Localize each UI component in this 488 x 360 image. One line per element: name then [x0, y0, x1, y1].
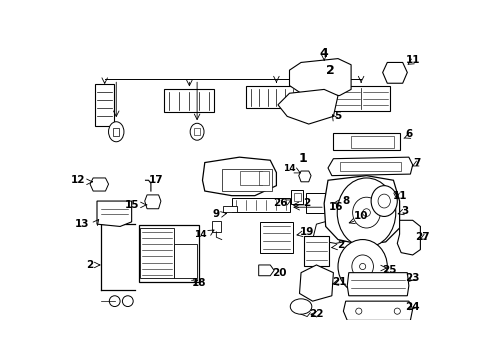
Polygon shape — [277, 89, 337, 124]
Text: 7: 7 — [412, 158, 419, 167]
Ellipse shape — [290, 299, 311, 314]
Bar — [304, 237, 328, 266]
Polygon shape — [289, 59, 350, 95]
Text: 12: 12 — [71, 175, 85, 185]
Text: 4: 4 — [319, 47, 328, 60]
Ellipse shape — [337, 178, 395, 247]
Ellipse shape — [351, 255, 373, 278]
Polygon shape — [202, 157, 276, 195]
Text: 8: 8 — [342, 196, 348, 206]
Bar — [232, 198, 289, 212]
Bar — [260, 222, 292, 253]
Bar — [259, 171, 268, 185]
Text: 14: 14 — [194, 230, 207, 239]
Text: 10: 10 — [353, 211, 367, 221]
Ellipse shape — [337, 239, 386, 293]
Bar — [331, 86, 389, 111]
Text: 11: 11 — [405, 55, 419, 65]
Text: 14: 14 — [283, 164, 295, 173]
Bar — [140, 228, 174, 278]
Ellipse shape — [355, 308, 361, 314]
Text: 2: 2 — [85, 260, 93, 270]
Text: 2: 2 — [325, 64, 334, 77]
Ellipse shape — [370, 186, 396, 216]
Text: 2: 2 — [303, 198, 310, 208]
Bar — [305, 193, 329, 213]
Polygon shape — [312, 219, 354, 243]
Text: 20: 20 — [272, 267, 286, 278]
Text: 17: 17 — [149, 175, 163, 185]
Polygon shape — [144, 195, 161, 209]
Text: 5: 5 — [334, 111, 341, 121]
Text: 19: 19 — [300, 227, 314, 237]
Bar — [194, 128, 200, 135]
Polygon shape — [346, 273, 408, 296]
Ellipse shape — [393, 308, 400, 314]
Polygon shape — [327, 157, 412, 176]
Bar — [240, 171, 261, 185]
Ellipse shape — [352, 197, 380, 228]
Ellipse shape — [108, 122, 123, 142]
Bar — [222, 170, 272, 191]
Polygon shape — [298, 171, 310, 182]
Text: 1: 1 — [298, 152, 307, 165]
Text: 23: 23 — [405, 273, 419, 283]
Bar — [339, 162, 400, 171]
Bar — [211, 221, 221, 232]
Bar — [174, 244, 197, 278]
Text: 6: 6 — [405, 129, 412, 139]
Text: 16: 16 — [328, 202, 342, 212]
Text: 2: 2 — [337, 240, 344, 250]
Polygon shape — [324, 176, 399, 245]
Ellipse shape — [377, 194, 389, 208]
Polygon shape — [299, 265, 333, 301]
Polygon shape — [396, 220, 420, 255]
Bar — [351, 136, 393, 148]
Polygon shape — [382, 62, 407, 83]
Ellipse shape — [359, 264, 365, 270]
Text: 26: 26 — [272, 198, 286, 208]
Text: 21: 21 — [332, 277, 346, 287]
Ellipse shape — [122, 296, 133, 306]
Ellipse shape — [190, 123, 203, 140]
Polygon shape — [97, 201, 131, 226]
Text: 18: 18 — [192, 278, 206, 288]
Bar — [223, 206, 237, 212]
Polygon shape — [343, 301, 412, 320]
Bar — [332, 133, 400, 150]
Text: 3: 3 — [401, 206, 408, 216]
Text: 22: 22 — [308, 309, 323, 319]
Text: 11: 11 — [391, 191, 406, 201]
Bar — [113, 128, 119, 136]
Bar — [291, 190, 303, 204]
Text: 27: 27 — [414, 232, 429, 242]
Bar — [164, 89, 214, 112]
Bar — [95, 84, 114, 126]
Polygon shape — [90, 178, 108, 191]
Text: 9: 9 — [212, 209, 220, 219]
Bar — [293, 193, 300, 202]
Ellipse shape — [362, 209, 369, 216]
Text: 25: 25 — [382, 265, 396, 275]
Text: 15: 15 — [124, 200, 139, 210]
Ellipse shape — [109, 296, 120, 306]
Text: 24: 24 — [405, 302, 419, 311]
Polygon shape — [258, 265, 274, 276]
Bar — [138, 225, 198, 282]
Text: 13: 13 — [75, 219, 89, 229]
Bar — [246, 86, 306, 108]
